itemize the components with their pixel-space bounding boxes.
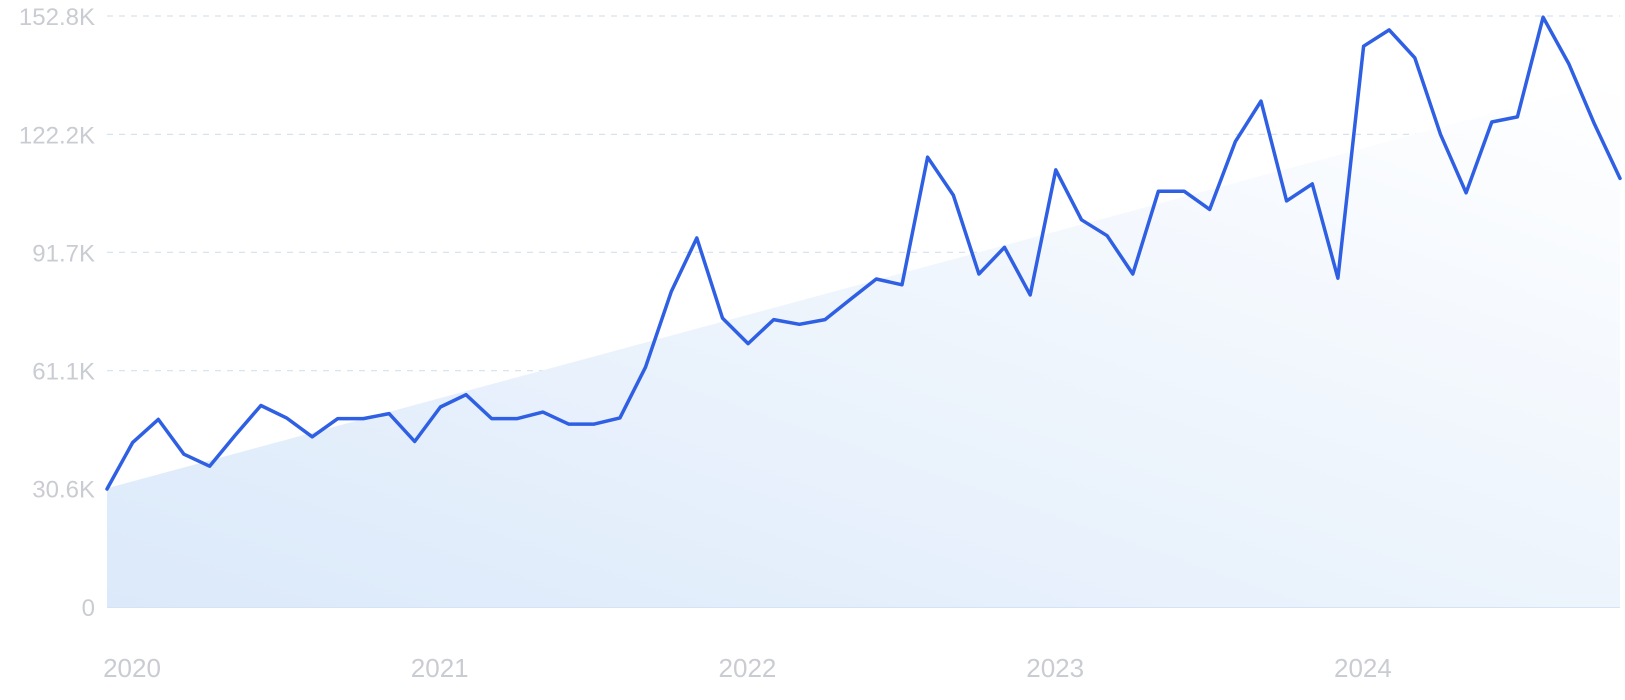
x-tick-label: 2023 bbox=[1026, 653, 1084, 683]
x-tick-label: 2024 bbox=[1334, 653, 1392, 683]
series-layer bbox=[105, 15, 1622, 491]
x-tick-label: 2022 bbox=[719, 653, 777, 683]
y-axis: 0 30.6K 61.1K 91.7K 122.2K 152.8K bbox=[19, 4, 95, 622]
y-tick-label: 30.6K bbox=[32, 477, 95, 504]
trend-area-fill bbox=[107, 78, 1620, 607]
x-tick-label: 2021 bbox=[411, 653, 469, 683]
y-tick-label: 61.1K bbox=[32, 359, 95, 386]
y-tick-label: 0 bbox=[82, 595, 95, 622]
x-tick-label: 2020 bbox=[103, 653, 161, 683]
y-tick-label: 91.7K bbox=[32, 240, 95, 267]
series-line bbox=[105, 15, 1622, 491]
y-tick-label: 122.2K bbox=[19, 122, 95, 149]
trend-area bbox=[107, 78, 1620, 607]
x-axis: 2020 2021 2022 2023 2024 bbox=[103, 653, 1392, 683]
y-tick-label: 152.8K bbox=[19, 4, 95, 31]
